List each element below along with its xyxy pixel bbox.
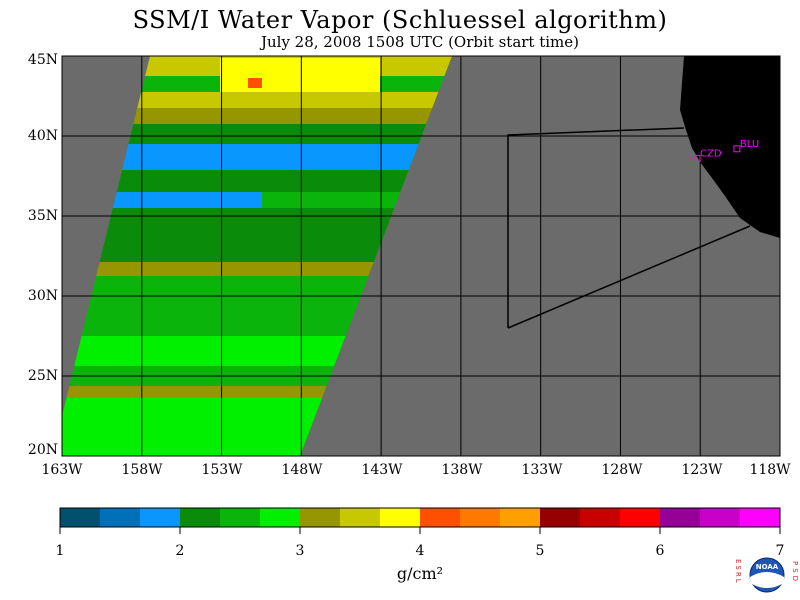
station-markers: CZD BLU xyxy=(693,139,759,162)
sector-boundary xyxy=(507,127,751,329)
lon-label-153w: 153W xyxy=(201,462,243,478)
colorbar xyxy=(60,508,781,527)
colorbar-swatch xyxy=(500,508,541,527)
station-marker-blu xyxy=(733,145,741,153)
lat-label-20n: 20N xyxy=(27,442,58,458)
colorbar-swatch xyxy=(580,508,621,527)
colorbar-label-7: 7 xyxy=(775,543,785,559)
colorbar-swatch xyxy=(460,508,501,527)
lon-label-148w: 148W xyxy=(281,462,323,478)
map-subtitle: July 28, 2008 1508 UTC (Orbit start time… xyxy=(260,33,580,51)
colorbar-label-6: 6 xyxy=(655,543,665,559)
colorbar-swatch xyxy=(540,508,581,527)
logo-left-letters: ESRL xyxy=(735,559,742,585)
colorbar-swatch xyxy=(180,508,221,527)
lon-label-143w: 143W xyxy=(361,462,403,478)
colorbar-swatch xyxy=(340,508,381,527)
colorbar-label-1: 1 xyxy=(55,543,65,559)
colorbar-label-4: 4 xyxy=(415,543,425,559)
colorbar-swatch xyxy=(60,508,101,527)
lon-label-133w: 133W xyxy=(521,462,563,478)
lat-lon-gridlines xyxy=(62,56,780,456)
colorbar-swatch xyxy=(380,508,421,527)
colorbar-label-2: 2 xyxy=(175,543,185,559)
map-title: SSM/I Water Vapor (Schluessel algorithm) xyxy=(132,6,668,34)
logo-right-letters: PSD xyxy=(791,561,799,584)
colorbar-swatch xyxy=(700,508,741,527)
colorbar-ticks xyxy=(59,527,781,534)
colorbar-swatch xyxy=(620,508,661,527)
lon-label-158w: 158W xyxy=(121,462,163,478)
station-marker-czd xyxy=(693,154,701,162)
map-border xyxy=(61,55,781,457)
coastline-land xyxy=(680,56,780,238)
colorbar-swatch xyxy=(260,508,301,527)
lat-label-45n: 45N xyxy=(27,52,58,68)
lat-label-40n: 40N xyxy=(27,128,58,144)
colorbar-swatch xyxy=(660,508,701,527)
colorbar-swatch xyxy=(140,508,181,527)
lon-label-138w: 138W xyxy=(441,462,483,478)
colorbar-swatch xyxy=(100,508,141,527)
colorbar-swatch xyxy=(740,508,781,527)
lat-label-35n: 35N xyxy=(27,208,58,224)
lon-label-163w: 163W xyxy=(41,462,83,478)
colorbar-swatch xyxy=(420,508,461,527)
lon-label-128w: 128W xyxy=(601,462,643,478)
lat-label-30n: 30N xyxy=(27,288,58,304)
colorbar-swatch xyxy=(220,508,261,527)
colorbar-label-5: 5 xyxy=(535,543,545,559)
lon-label-123w: 123W xyxy=(681,462,723,478)
station-label-blu: BLU xyxy=(740,139,759,150)
logo-badge: NOAA xyxy=(756,563,779,571)
lon-label-118w: 118W xyxy=(749,462,791,478)
lat-label-25n: 25N xyxy=(27,368,58,384)
colorbar-swatch xyxy=(300,508,341,527)
station-label-czd: CZD xyxy=(700,148,722,159)
colorbar-units: g/cm² xyxy=(396,564,444,583)
colorbar-label-3: 3 xyxy=(295,543,305,559)
noaa-esrl-psd-logo: ESRL PSD NOAA xyxy=(735,557,799,593)
